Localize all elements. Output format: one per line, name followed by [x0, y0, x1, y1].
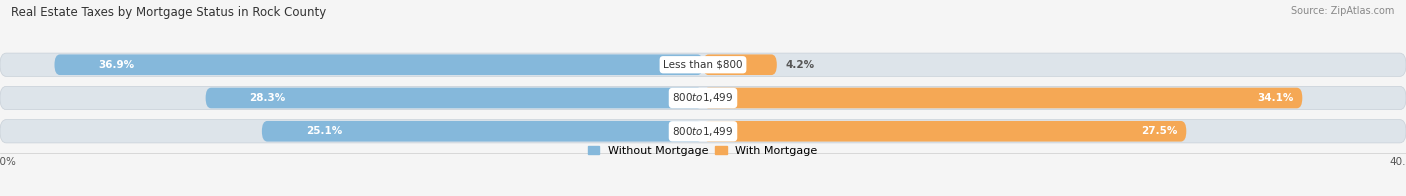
Text: $800 to $1,499: $800 to $1,499: [672, 125, 734, 138]
Text: 4.2%: 4.2%: [786, 60, 814, 70]
Text: 27.5%: 27.5%: [1142, 126, 1178, 136]
Text: 25.1%: 25.1%: [307, 126, 342, 136]
Text: 34.1%: 34.1%: [1257, 93, 1294, 103]
Text: $800 to $1,499: $800 to $1,499: [672, 92, 734, 104]
FancyBboxPatch shape: [262, 121, 703, 142]
FancyBboxPatch shape: [0, 53, 1406, 76]
FancyBboxPatch shape: [703, 54, 778, 75]
FancyBboxPatch shape: [55, 54, 703, 75]
Text: Less than $800: Less than $800: [664, 60, 742, 70]
Legend: Without Mortgage, With Mortgage: Without Mortgage, With Mortgage: [588, 146, 818, 156]
FancyBboxPatch shape: [703, 121, 1187, 142]
Text: Source: ZipAtlas.com: Source: ZipAtlas.com: [1291, 6, 1395, 16]
Text: 28.3%: 28.3%: [250, 93, 285, 103]
Text: Real Estate Taxes by Mortgage Status in Rock County: Real Estate Taxes by Mortgage Status in …: [11, 6, 326, 19]
FancyBboxPatch shape: [703, 88, 1302, 108]
FancyBboxPatch shape: [205, 88, 703, 108]
Text: 36.9%: 36.9%: [98, 60, 135, 70]
FancyBboxPatch shape: [0, 86, 1406, 110]
FancyBboxPatch shape: [0, 120, 1406, 143]
